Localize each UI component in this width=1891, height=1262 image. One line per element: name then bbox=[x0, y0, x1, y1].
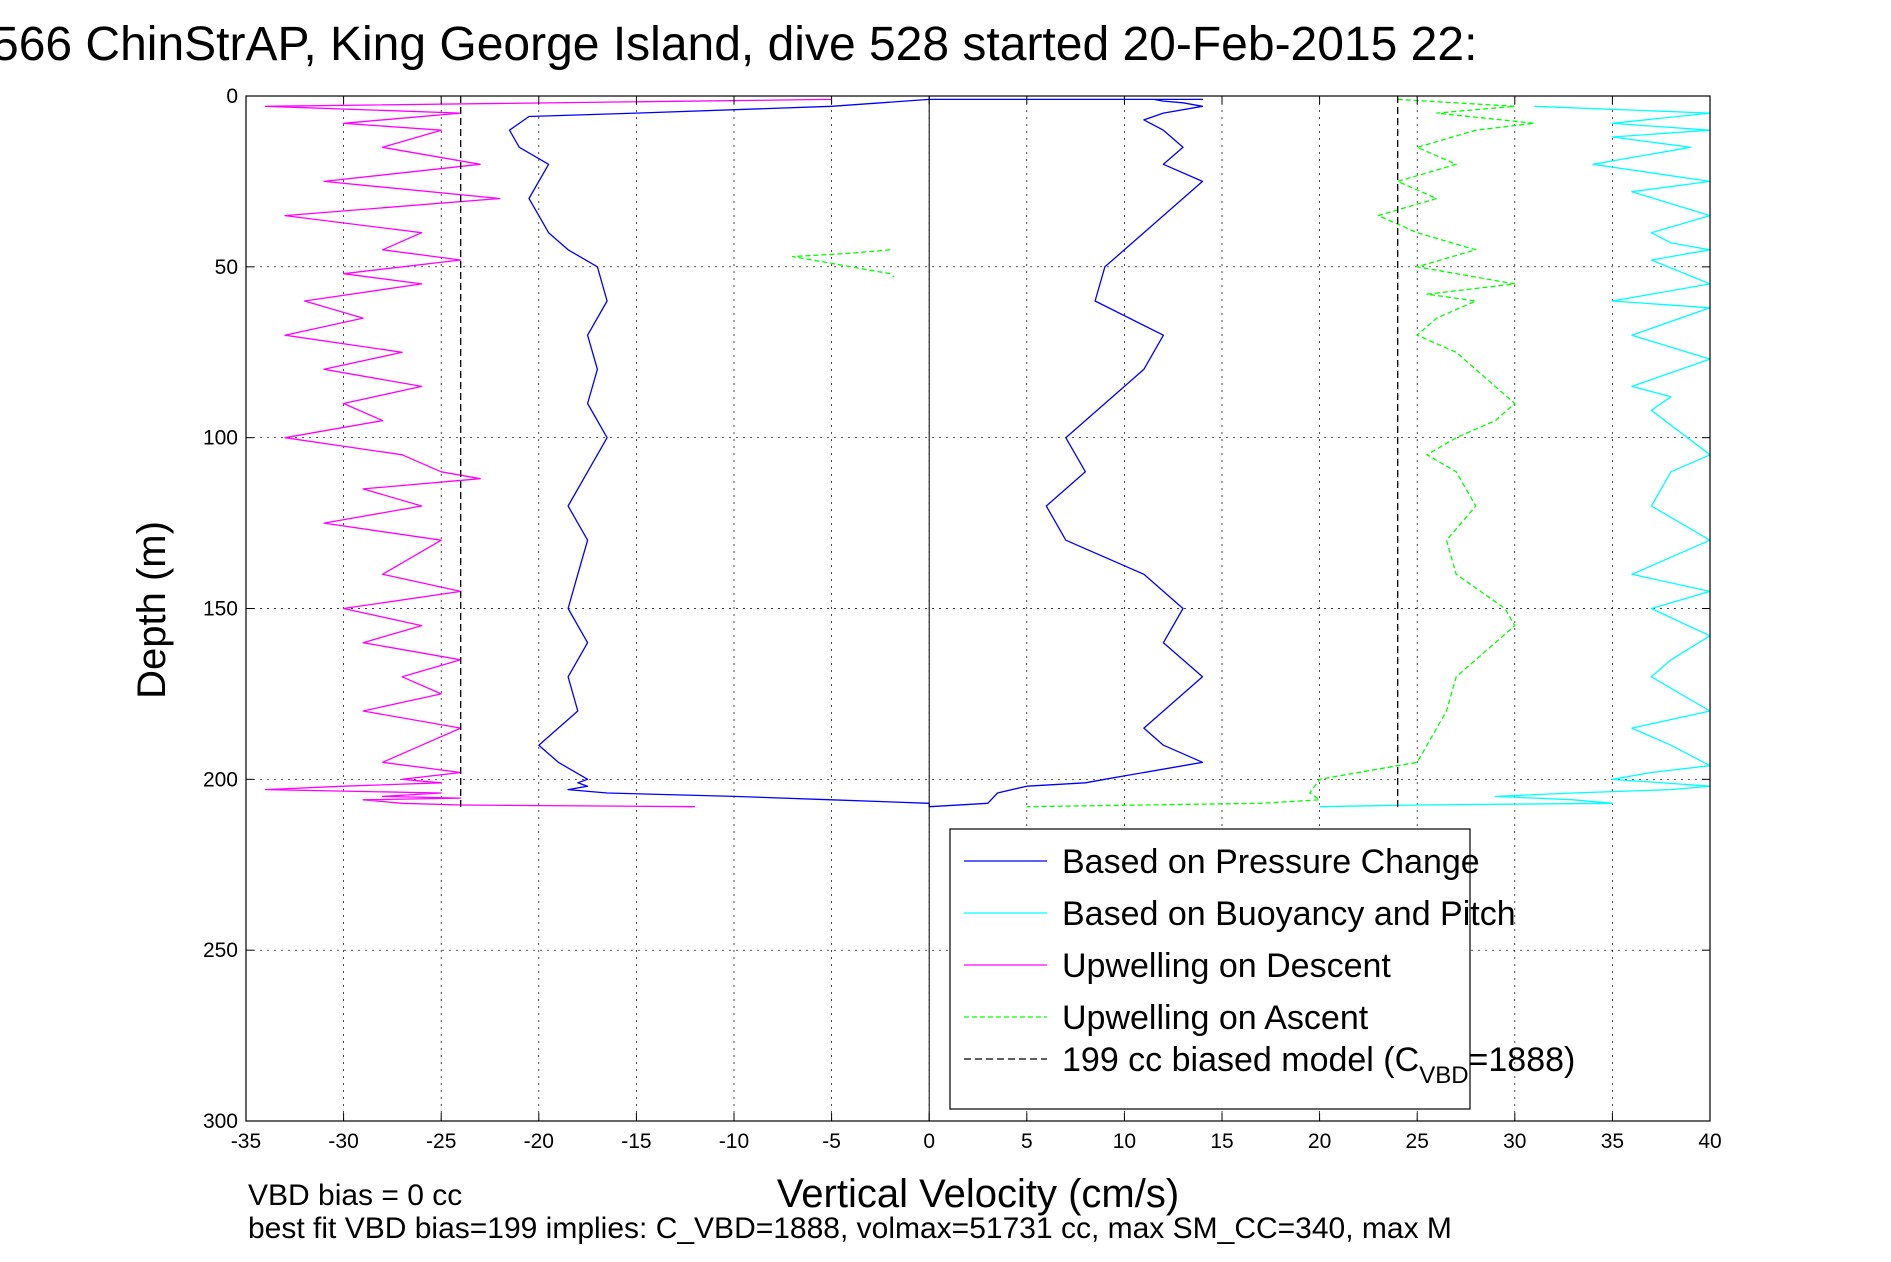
y-tick-label: 50 bbox=[215, 256, 238, 279]
y-tick-label: 200 bbox=[203, 768, 238, 791]
x-tick-label: 0 bbox=[923, 1130, 935, 1153]
y-tick-label: 250 bbox=[203, 939, 238, 962]
series-group bbox=[264, 96, 1711, 808]
vbd-bias-note: VBD bias = 0 cc bbox=[248, 1179, 462, 1212]
series-line-upwelling-on-descent bbox=[264, 98, 832, 808]
x-tick-label: 25 bbox=[1406, 1130, 1429, 1153]
x-axis-ticks: -35 -30 -25 -20 -15 -10 -5 0 5 10 15 20 25 30 35 40 bbox=[231, 96, 1722, 1153]
y-tick-label: 0 bbox=[226, 85, 238, 108]
y-axis-label: Depth (m) bbox=[130, 521, 174, 699]
legend-label: Based on Pressure Change bbox=[1062, 843, 1480, 881]
x-tick-label: -15 bbox=[621, 1130, 651, 1153]
y-axis-ticks: 0 50 100 150 200 250 300 bbox=[203, 85, 1710, 1133]
x-tick-label: -30 bbox=[328, 1130, 358, 1153]
legend-label: Upwelling on Descent bbox=[1062, 947, 1391, 985]
x-tick-label: 30 bbox=[1503, 1130, 1526, 1153]
chart-title: 566 ChinStrAP, King George Island, dive … bbox=[0, 18, 1477, 71]
y-tick-label: 300 bbox=[203, 1110, 238, 1133]
x-tick-label: -20 bbox=[524, 1130, 554, 1153]
legend-label: Upwelling on Ascent bbox=[1062, 999, 1369, 1037]
series-line-based-on-pressure-change bbox=[508, 98, 1204, 808]
x-tick-label: 15 bbox=[1210, 1130, 1233, 1153]
x-tick-label: -5 bbox=[822, 1130, 841, 1153]
legend: Based on Pressure Change Based on Buoyanc… bbox=[949, 828, 1575, 1110]
series-line-based-on-buoyancy-and-pitch bbox=[1319, 105, 1711, 808]
series-line-upwelling-on-ascent bbox=[1026, 98, 1535, 808]
legend-box bbox=[949, 828, 1471, 1110]
y-tick-label: 100 bbox=[203, 427, 238, 450]
x-tick-label: 20 bbox=[1308, 1130, 1331, 1153]
x-tick-label: 40 bbox=[1698, 1130, 1721, 1153]
x-tick-label: -10 bbox=[719, 1130, 749, 1153]
x-axis-label: Vertical Velocity (cm/s) bbox=[777, 1172, 1179, 1216]
series-line-upwelling-on-ascent-segment bbox=[791, 249, 895, 278]
x-tick-label: 35 bbox=[1601, 1130, 1624, 1153]
legend-label: Based on Buoyancy and Pitch bbox=[1062, 895, 1516, 933]
x-tick-label: 10 bbox=[1113, 1130, 1136, 1153]
x-tick-label: -25 bbox=[426, 1130, 456, 1153]
x-tick-label: 5 bbox=[1021, 1130, 1033, 1153]
y-tick-label: 150 bbox=[203, 598, 238, 621]
best-fit-note: best fit VBD bias=199 implies: C_VBD=188… bbox=[248, 1212, 1452, 1245]
legend-label: 199 cc biased model (CVBD=1888) bbox=[1062, 1041, 1575, 1089]
x-tick-label: -35 bbox=[231, 1130, 261, 1153]
